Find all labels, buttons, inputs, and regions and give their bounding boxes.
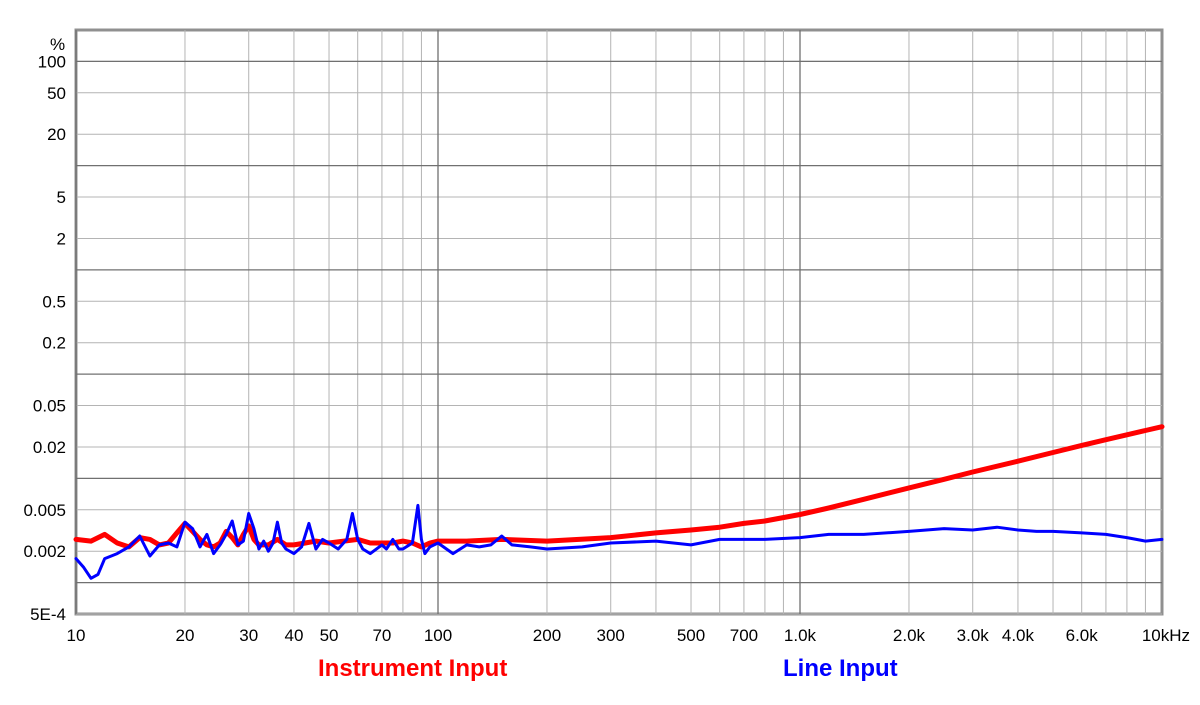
grid-major bbox=[75, 30, 1162, 614]
x-tick-label: 6.0k bbox=[1066, 626, 1099, 645]
y-tick-label: 100 bbox=[38, 52, 66, 71]
y-tick-label: 0.2 bbox=[42, 334, 66, 353]
y-tick-label: 5E-4 bbox=[30, 605, 66, 624]
x-tick-label: 40 bbox=[284, 626, 303, 645]
y-axis-ticks: 100 50 20 5 2 0.5 0.2 0.05 0.02 0.005 0.002 5E-4 bbox=[23, 52, 66, 624]
y-tick-label: 20 bbox=[47, 125, 66, 144]
x-tick-label: 2.0k bbox=[893, 626, 926, 645]
x-tick-label: 30 bbox=[239, 626, 258, 645]
y-tick-label: 0.005 bbox=[23, 501, 66, 520]
series-layer bbox=[73, 424, 1165, 580]
y-tick-label: 0.5 bbox=[42, 292, 66, 311]
x-tick-label: 3.0k bbox=[957, 626, 990, 645]
x-tick-label: 70 bbox=[372, 626, 391, 645]
y-tick-label: 5 bbox=[57, 188, 66, 207]
y-tick-label: 2 bbox=[57, 229, 66, 248]
x-tick-label: 4.0k bbox=[1002, 626, 1035, 645]
x-axis-ticks: 10 20 30 40 50 70 100 200 300 500 700 1.0k 2.0k 3.0k 4… bbox=[67, 626, 1190, 645]
x-tick-label: 1.0k bbox=[784, 626, 817, 645]
x-tick-label: 20 bbox=[176, 626, 195, 645]
legend-instrument-input: Instrument Input bbox=[318, 655, 508, 682]
x-tick-label: 10 bbox=[67, 626, 86, 645]
legend-line-input: Line Input bbox=[783, 655, 898, 682]
y-tick-label: 0.02 bbox=[33, 438, 66, 457]
y-tick-label: 0.002 bbox=[23, 542, 66, 561]
series-line-line-input bbox=[74, 503, 1164, 580]
x-tick-label: 700 bbox=[730, 626, 758, 645]
x-tick-label: 100 bbox=[424, 626, 452, 645]
y-tick-label: 0.05 bbox=[33, 397, 66, 416]
x-tick-label: 500 bbox=[677, 626, 705, 645]
x-tick-label: 300 bbox=[597, 626, 625, 645]
plot-area bbox=[74, 28, 1164, 616]
x-tick-label: 10kHz bbox=[1142, 626, 1190, 645]
x-tick-label: 200 bbox=[533, 626, 561, 645]
x-tick-label: 50 bbox=[320, 626, 339, 645]
y-unit-label: % bbox=[50, 35, 65, 54]
y-tick-label: 50 bbox=[47, 84, 66, 103]
